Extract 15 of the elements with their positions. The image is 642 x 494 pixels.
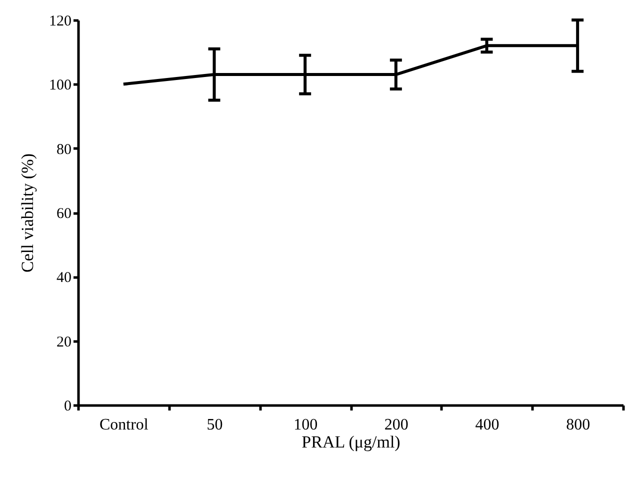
y-tick-label: 40 [56, 270, 72, 286]
x-tick-label: 200 [384, 416, 408, 434]
y-tick-label: 20 [56, 334, 72, 350]
y-tick-label: 100 [49, 78, 72, 94]
y-tick-label: 0 [64, 398, 72, 414]
x-axis-title: PRAL (μg/ml) [302, 432, 400, 452]
x-tick-label: 800 [566, 416, 590, 434]
y-tick-label: 120 [49, 14, 72, 30]
x-tick-label: 400 [475, 416, 500, 434]
x-tick-label: 50 [206, 416, 223, 434]
y-tick-label: 80 [56, 142, 72, 158]
y-tick-label: 60 [56, 206, 72, 222]
x-tick-label: Control [99, 416, 149, 434]
y-axis-title: Cell viability (%) [18, 154, 37, 272]
x-tick-label: 100 [294, 416, 318, 434]
